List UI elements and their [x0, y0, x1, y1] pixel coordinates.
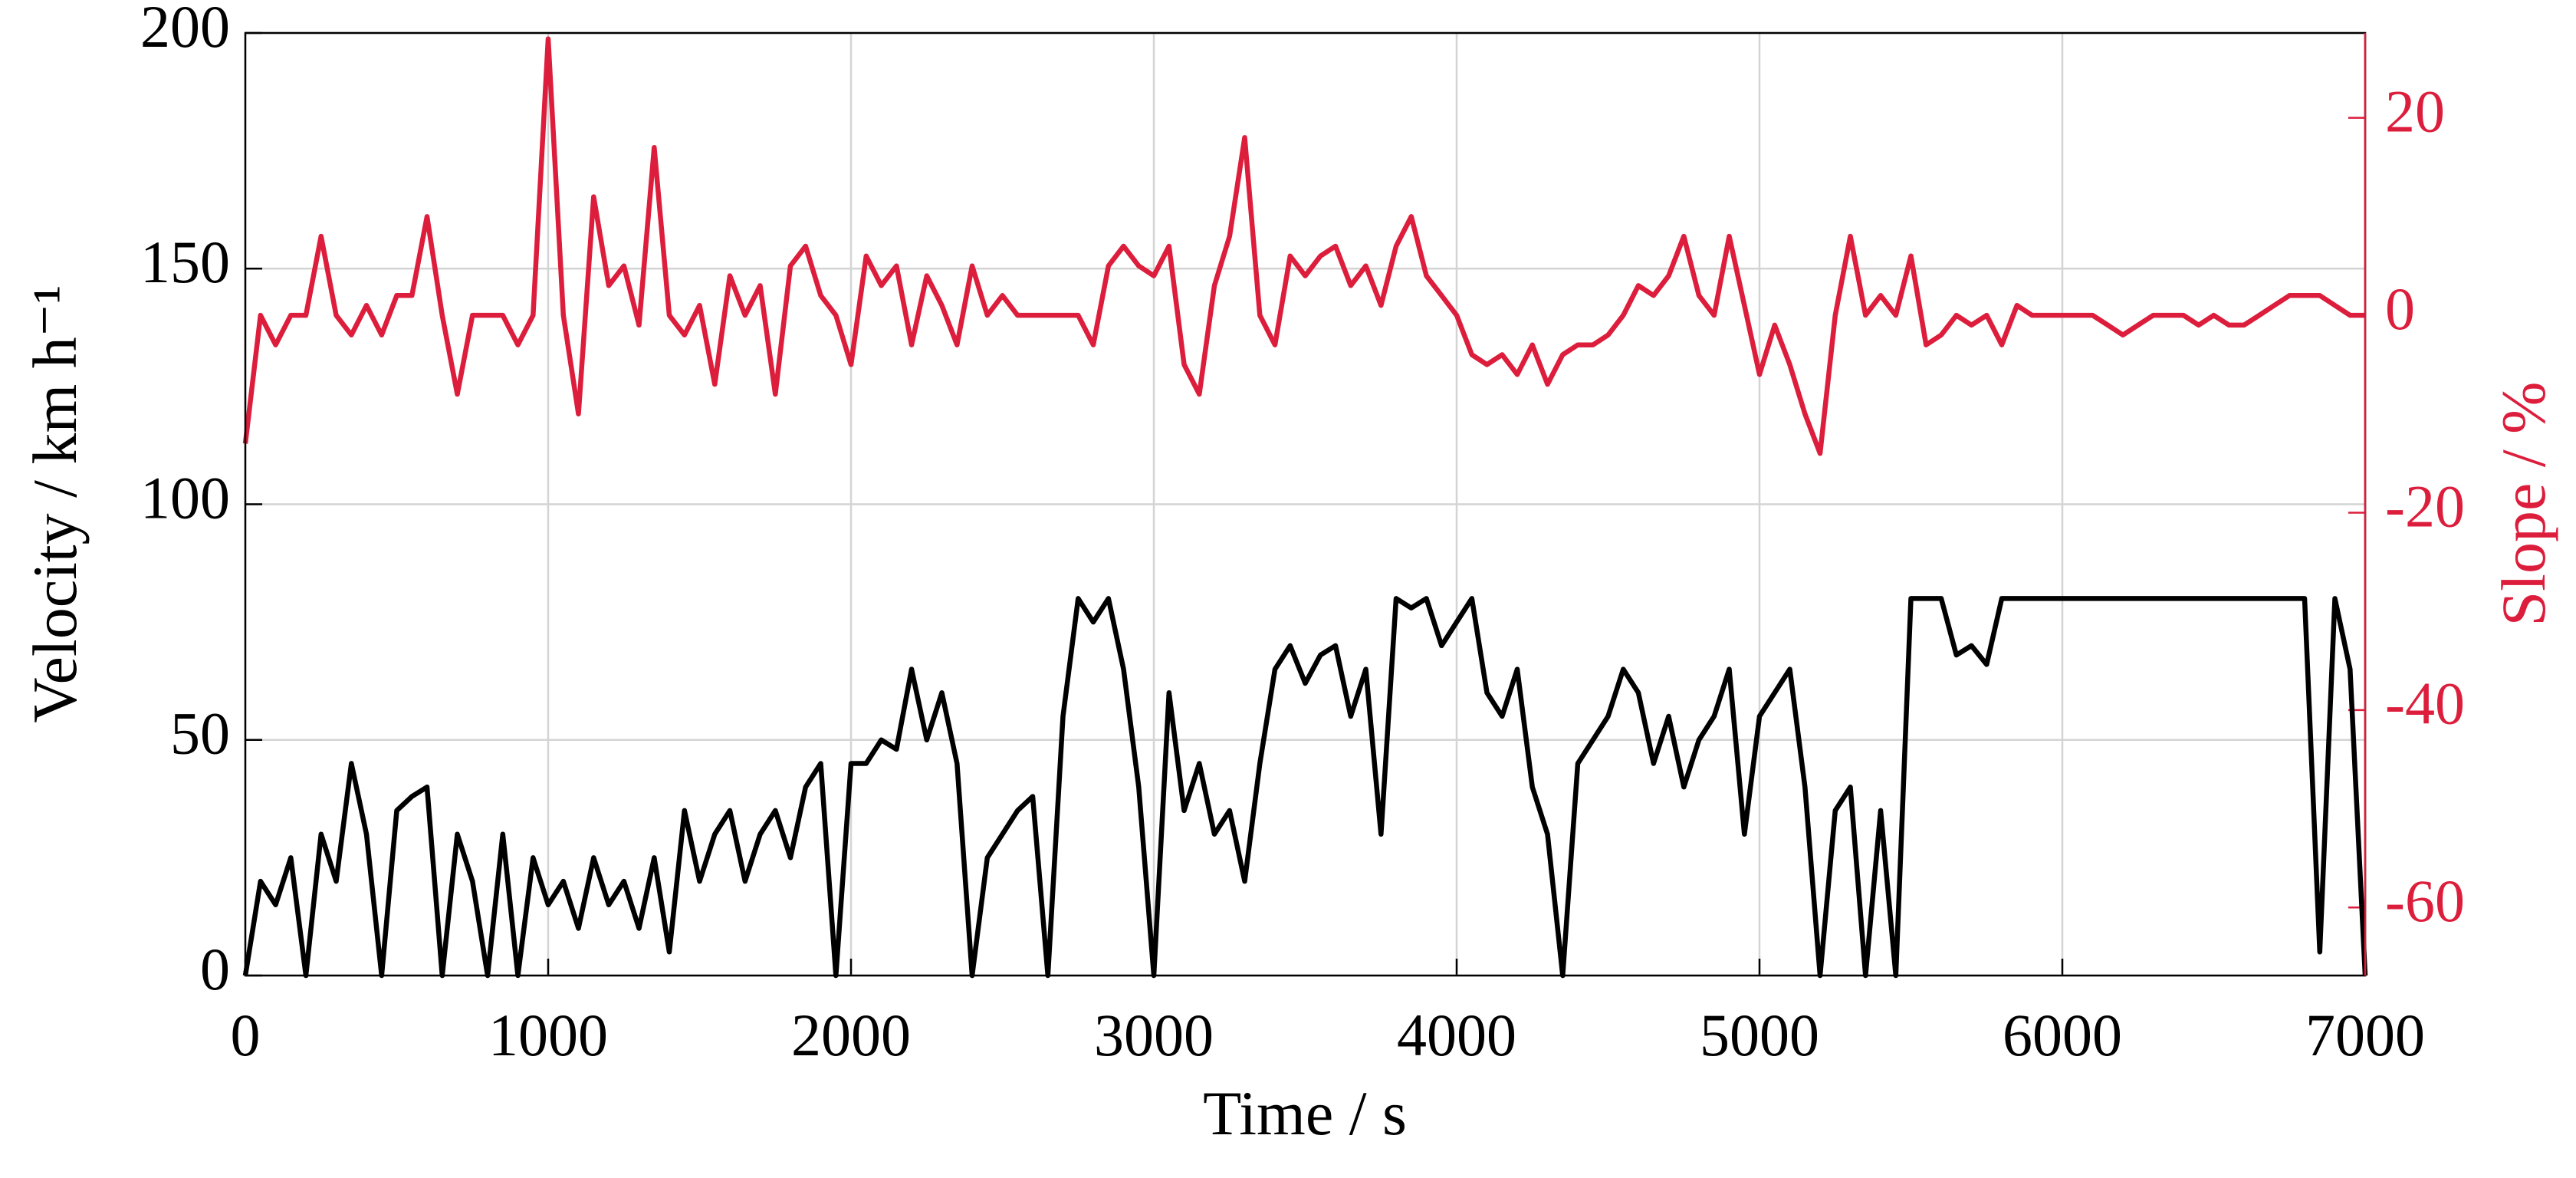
- x-tick-label: 7000: [2305, 1002, 2425, 1068]
- y2-tick-label: -40: [2385, 670, 2465, 737]
- y-tick-label: 0: [200, 936, 230, 1002]
- y2-axis-label: Slope / %: [2489, 382, 2558, 627]
- y-tick-label: 50: [170, 700, 230, 767]
- y-tick-label: 200: [140, 0, 230, 60]
- y-tick-label: 150: [140, 229, 230, 295]
- x-tick-label: 0: [231, 1002, 261, 1068]
- x-tick-label: 4000: [1397, 1002, 1516, 1068]
- x-tick-label: 2000: [791, 1002, 911, 1068]
- y2-tick-label: 20: [2385, 78, 2445, 145]
- x-tick-label: 5000: [1700, 1002, 1819, 1068]
- line-series: [242, 596, 2368, 979]
- y2-tick-label: -20: [2385, 472, 2465, 539]
- x-tick-label: 6000: [2003, 1002, 2122, 1068]
- x-tick-label: 1000: [488, 1002, 608, 1068]
- x-tick-label: 3000: [1094, 1002, 1214, 1068]
- y2-tick-label: 0: [2385, 275, 2415, 342]
- y2-tick-label: -60: [2385, 867, 2465, 934]
- x-axis-label: Time / s: [1203, 1078, 1407, 1148]
- y-axis-label: Velocity / km h⁻¹: [20, 285, 90, 722]
- y-tick-label: 100: [140, 464, 230, 531]
- line-series: [242, 36, 2365, 456]
